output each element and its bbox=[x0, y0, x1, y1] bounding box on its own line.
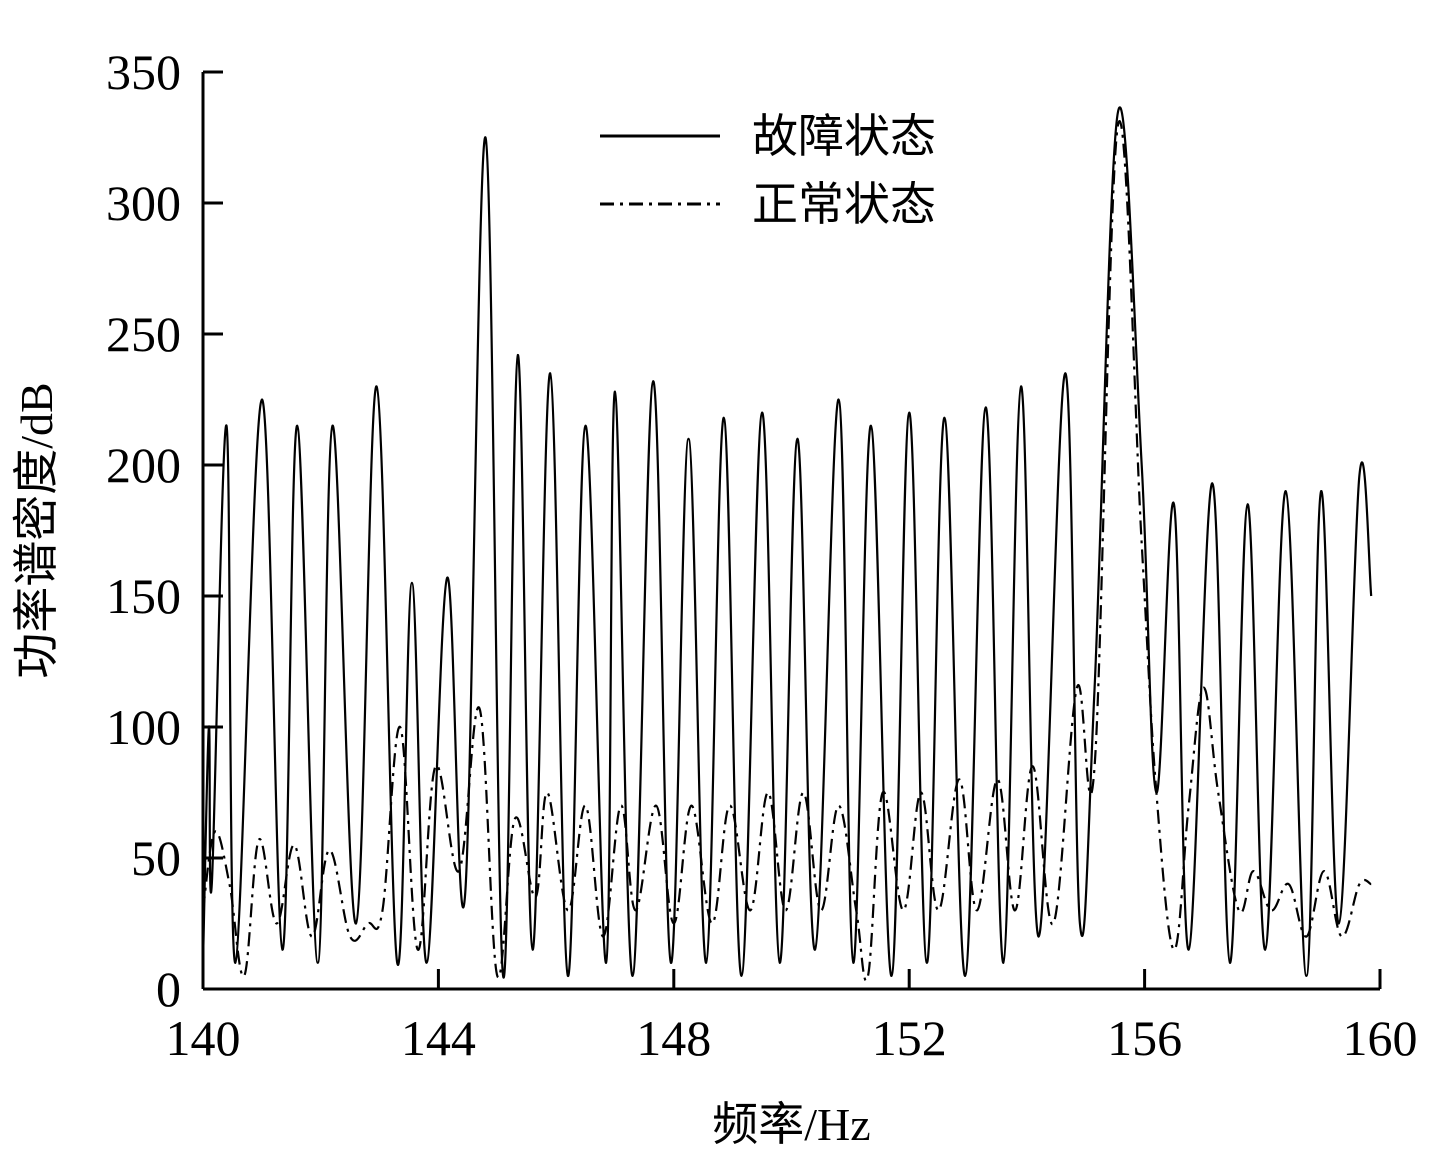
y-tick-label: 100 bbox=[106, 699, 181, 755]
y-tick-label: 200 bbox=[106, 437, 181, 493]
y-tick-label: 350 bbox=[106, 44, 181, 100]
x-tick-label: 144 bbox=[401, 1010, 476, 1066]
y-tick-label: 150 bbox=[106, 568, 181, 624]
y-tick-label: 50 bbox=[131, 830, 181, 886]
legend-label: 故障状态 bbox=[752, 111, 936, 162]
x-tick-label: 140 bbox=[166, 1010, 241, 1066]
y-tick-label: 250 bbox=[106, 306, 181, 362]
x-tick-label: 160 bbox=[1343, 1010, 1418, 1066]
series-layer bbox=[201, 106, 1373, 982]
x-tick-label: 156 bbox=[1107, 1010, 1182, 1066]
axes: 0 50 100 150 200 250 300 350 140 144 148 152 156 160 bbox=[106, 44, 1418, 1066]
y-axis-label: 功率谱密度/dB bbox=[11, 382, 62, 678]
series-line-normal bbox=[201, 120, 1372, 982]
x-tick-label: 148 bbox=[636, 1010, 711, 1066]
y-tick-label: 300 bbox=[106, 175, 181, 231]
y-tick-label: 0 bbox=[156, 961, 181, 1017]
x-axis-label: 频率/Hz bbox=[712, 1099, 870, 1150]
legend-label: 正常状态 bbox=[752, 179, 936, 230]
x-tick-label: 152 bbox=[872, 1010, 947, 1066]
series-line-fault bbox=[201, 106, 1373, 979]
